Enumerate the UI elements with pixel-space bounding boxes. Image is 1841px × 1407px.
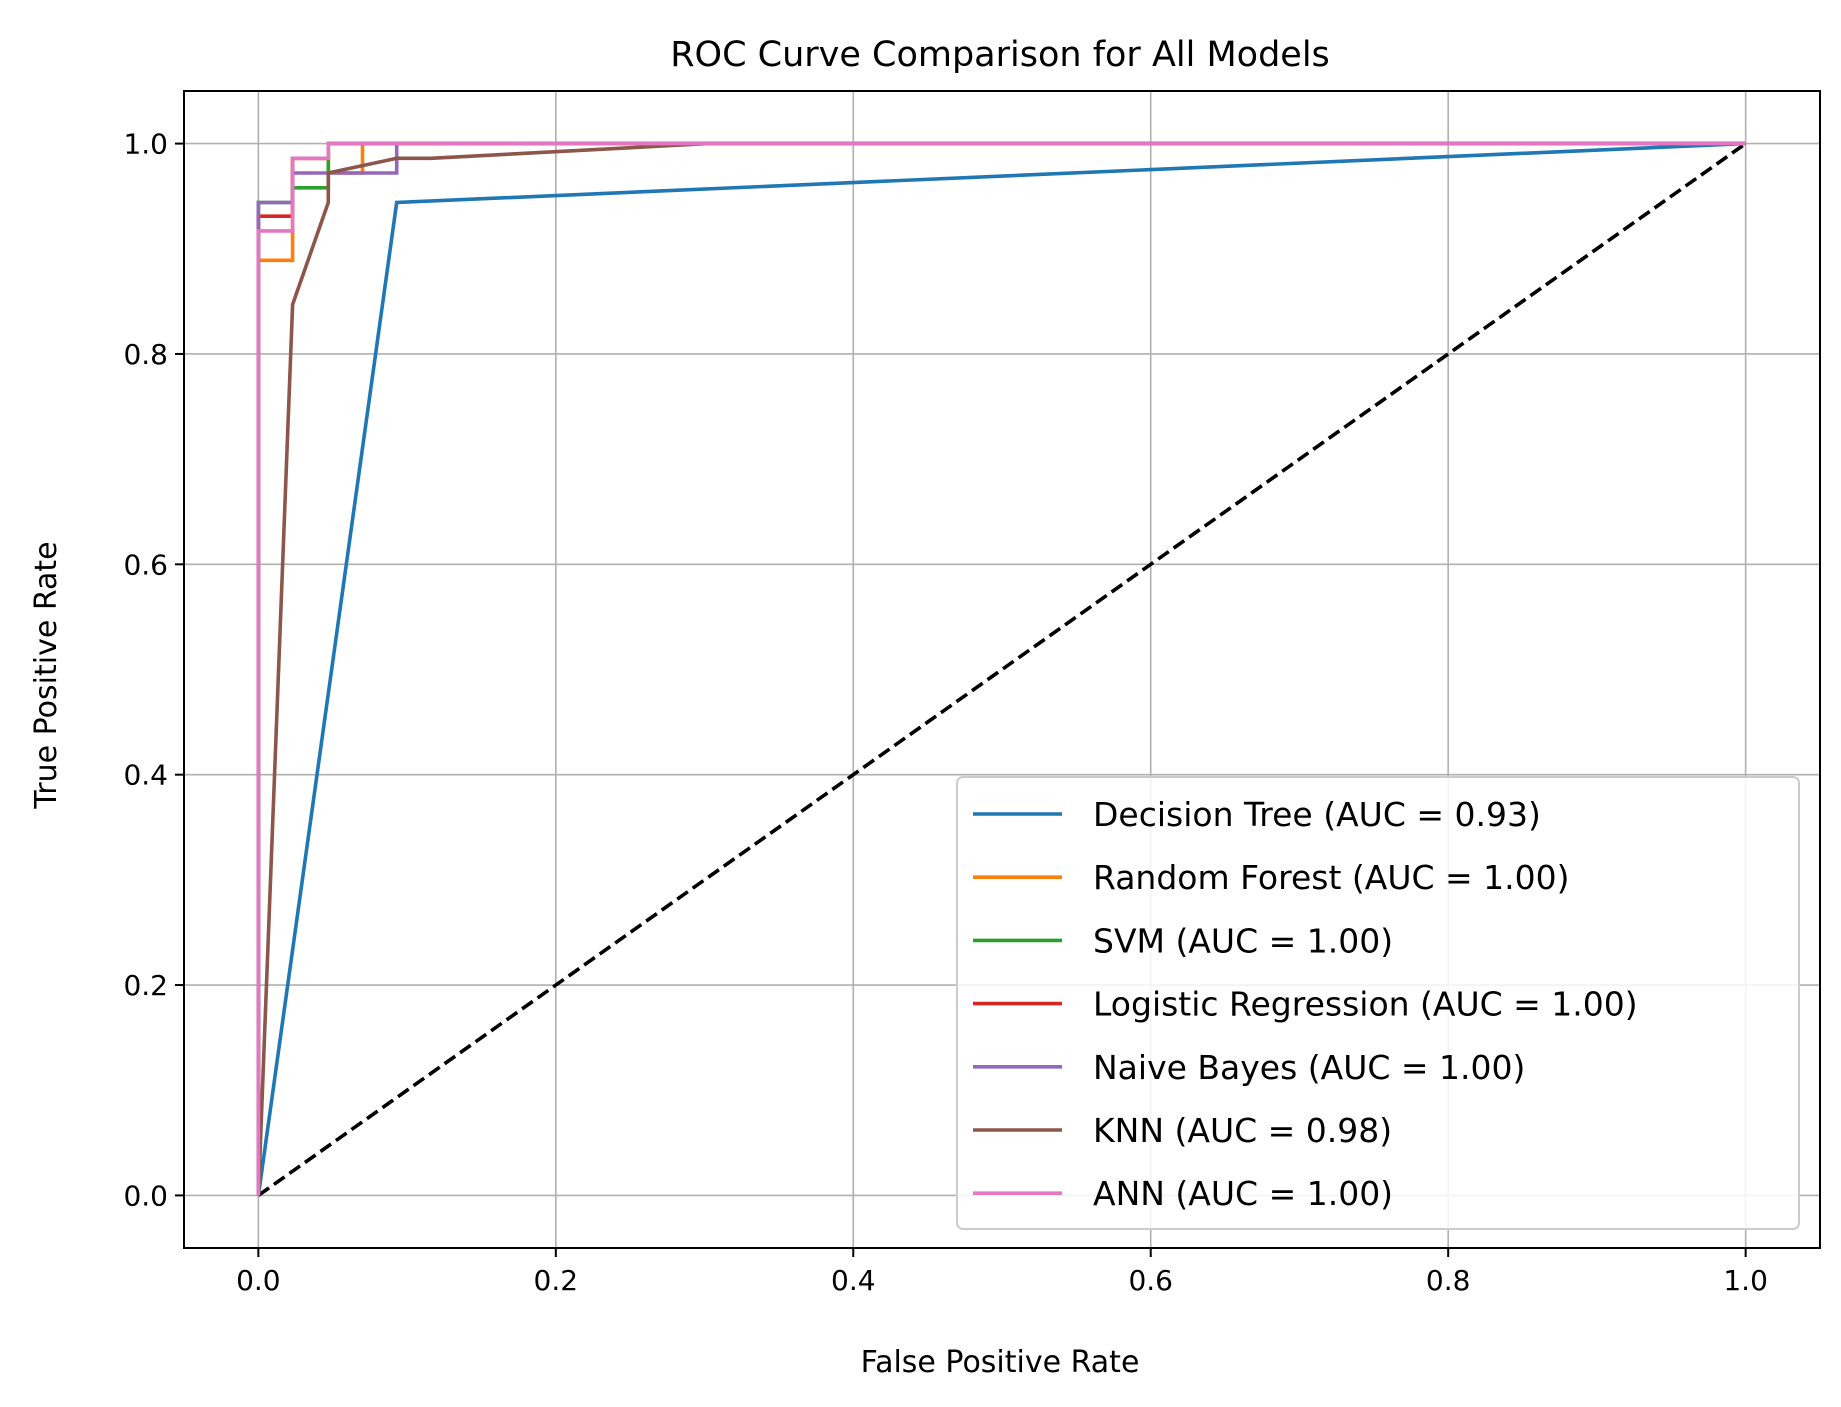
x-tick-label: 0.8 (1426, 1264, 1471, 1297)
x-tick-label: 0.6 (1128, 1264, 1173, 1297)
plot-area (256, 141, 1747, 1197)
y-tick-label: 1.0 (123, 128, 168, 161)
legend-entry: KNN (AUC = 0.98) (1093, 1111, 1392, 1150)
legend-entry: Naive Bayes (AUC = 1.00) (1093, 1048, 1525, 1087)
x-tick-label: 0.4 (831, 1264, 876, 1297)
y-tick-label: 0.6 (123, 548, 168, 581)
legend-entry: ANN (AUC = 1.00) (1093, 1174, 1393, 1213)
series-line-5 (256, 141, 1746, 1196)
legend-entry: Decision Tree (AUC = 0.93) (1093, 795, 1541, 834)
y-tick-label: 0.8 (123, 338, 168, 371)
y-axis-label: True Positive Rate (29, 541, 64, 809)
plot-frame (183, 90, 1821, 1249)
chart-title: ROC Curve Comparison for All Models (670, 35, 1330, 75)
legend-entry: SVM (AUC = 1.00) (1093, 921, 1393, 960)
legend-box (956, 776, 1800, 1230)
legend: Decision Tree (AUC = 0.93) Random Forest … (956, 776, 1800, 1230)
x-tick-label: 0.2 (534, 1264, 579, 1297)
x-tick-label: 1.0 (1723, 1264, 1768, 1297)
x-axis-label: False Positive Rate (861, 1345, 1140, 1380)
series-line-0 (256, 141, 1746, 1196)
x-tick-label: 0.0 (236, 1264, 281, 1297)
legend-entry: Random Forest (AUC = 1.00) (1093, 858, 1570, 897)
legend-entry: Logistic Regression (AUC = 1.00) (1093, 985, 1638, 1024)
series-line-6 (256, 141, 1746, 1196)
y-tick-label: 0.2 (123, 969, 168, 1002)
axis-ticks: 0.0 0.2 0.4 0.6 0.8 1.0 0.0 0.2 0.4 0.6 0.8 1.0 (123, 128, 1767, 1297)
y-tick-label: 0.4 (123, 759, 168, 792)
y-tick-label: 0.0 (123, 1179, 168, 1212)
